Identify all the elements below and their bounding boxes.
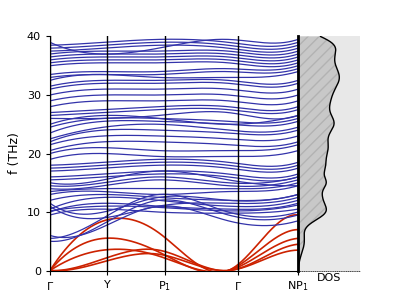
Y-axis label: f (THz): f (THz)	[8, 133, 21, 174]
X-axis label: DOS: DOS	[317, 273, 341, 283]
